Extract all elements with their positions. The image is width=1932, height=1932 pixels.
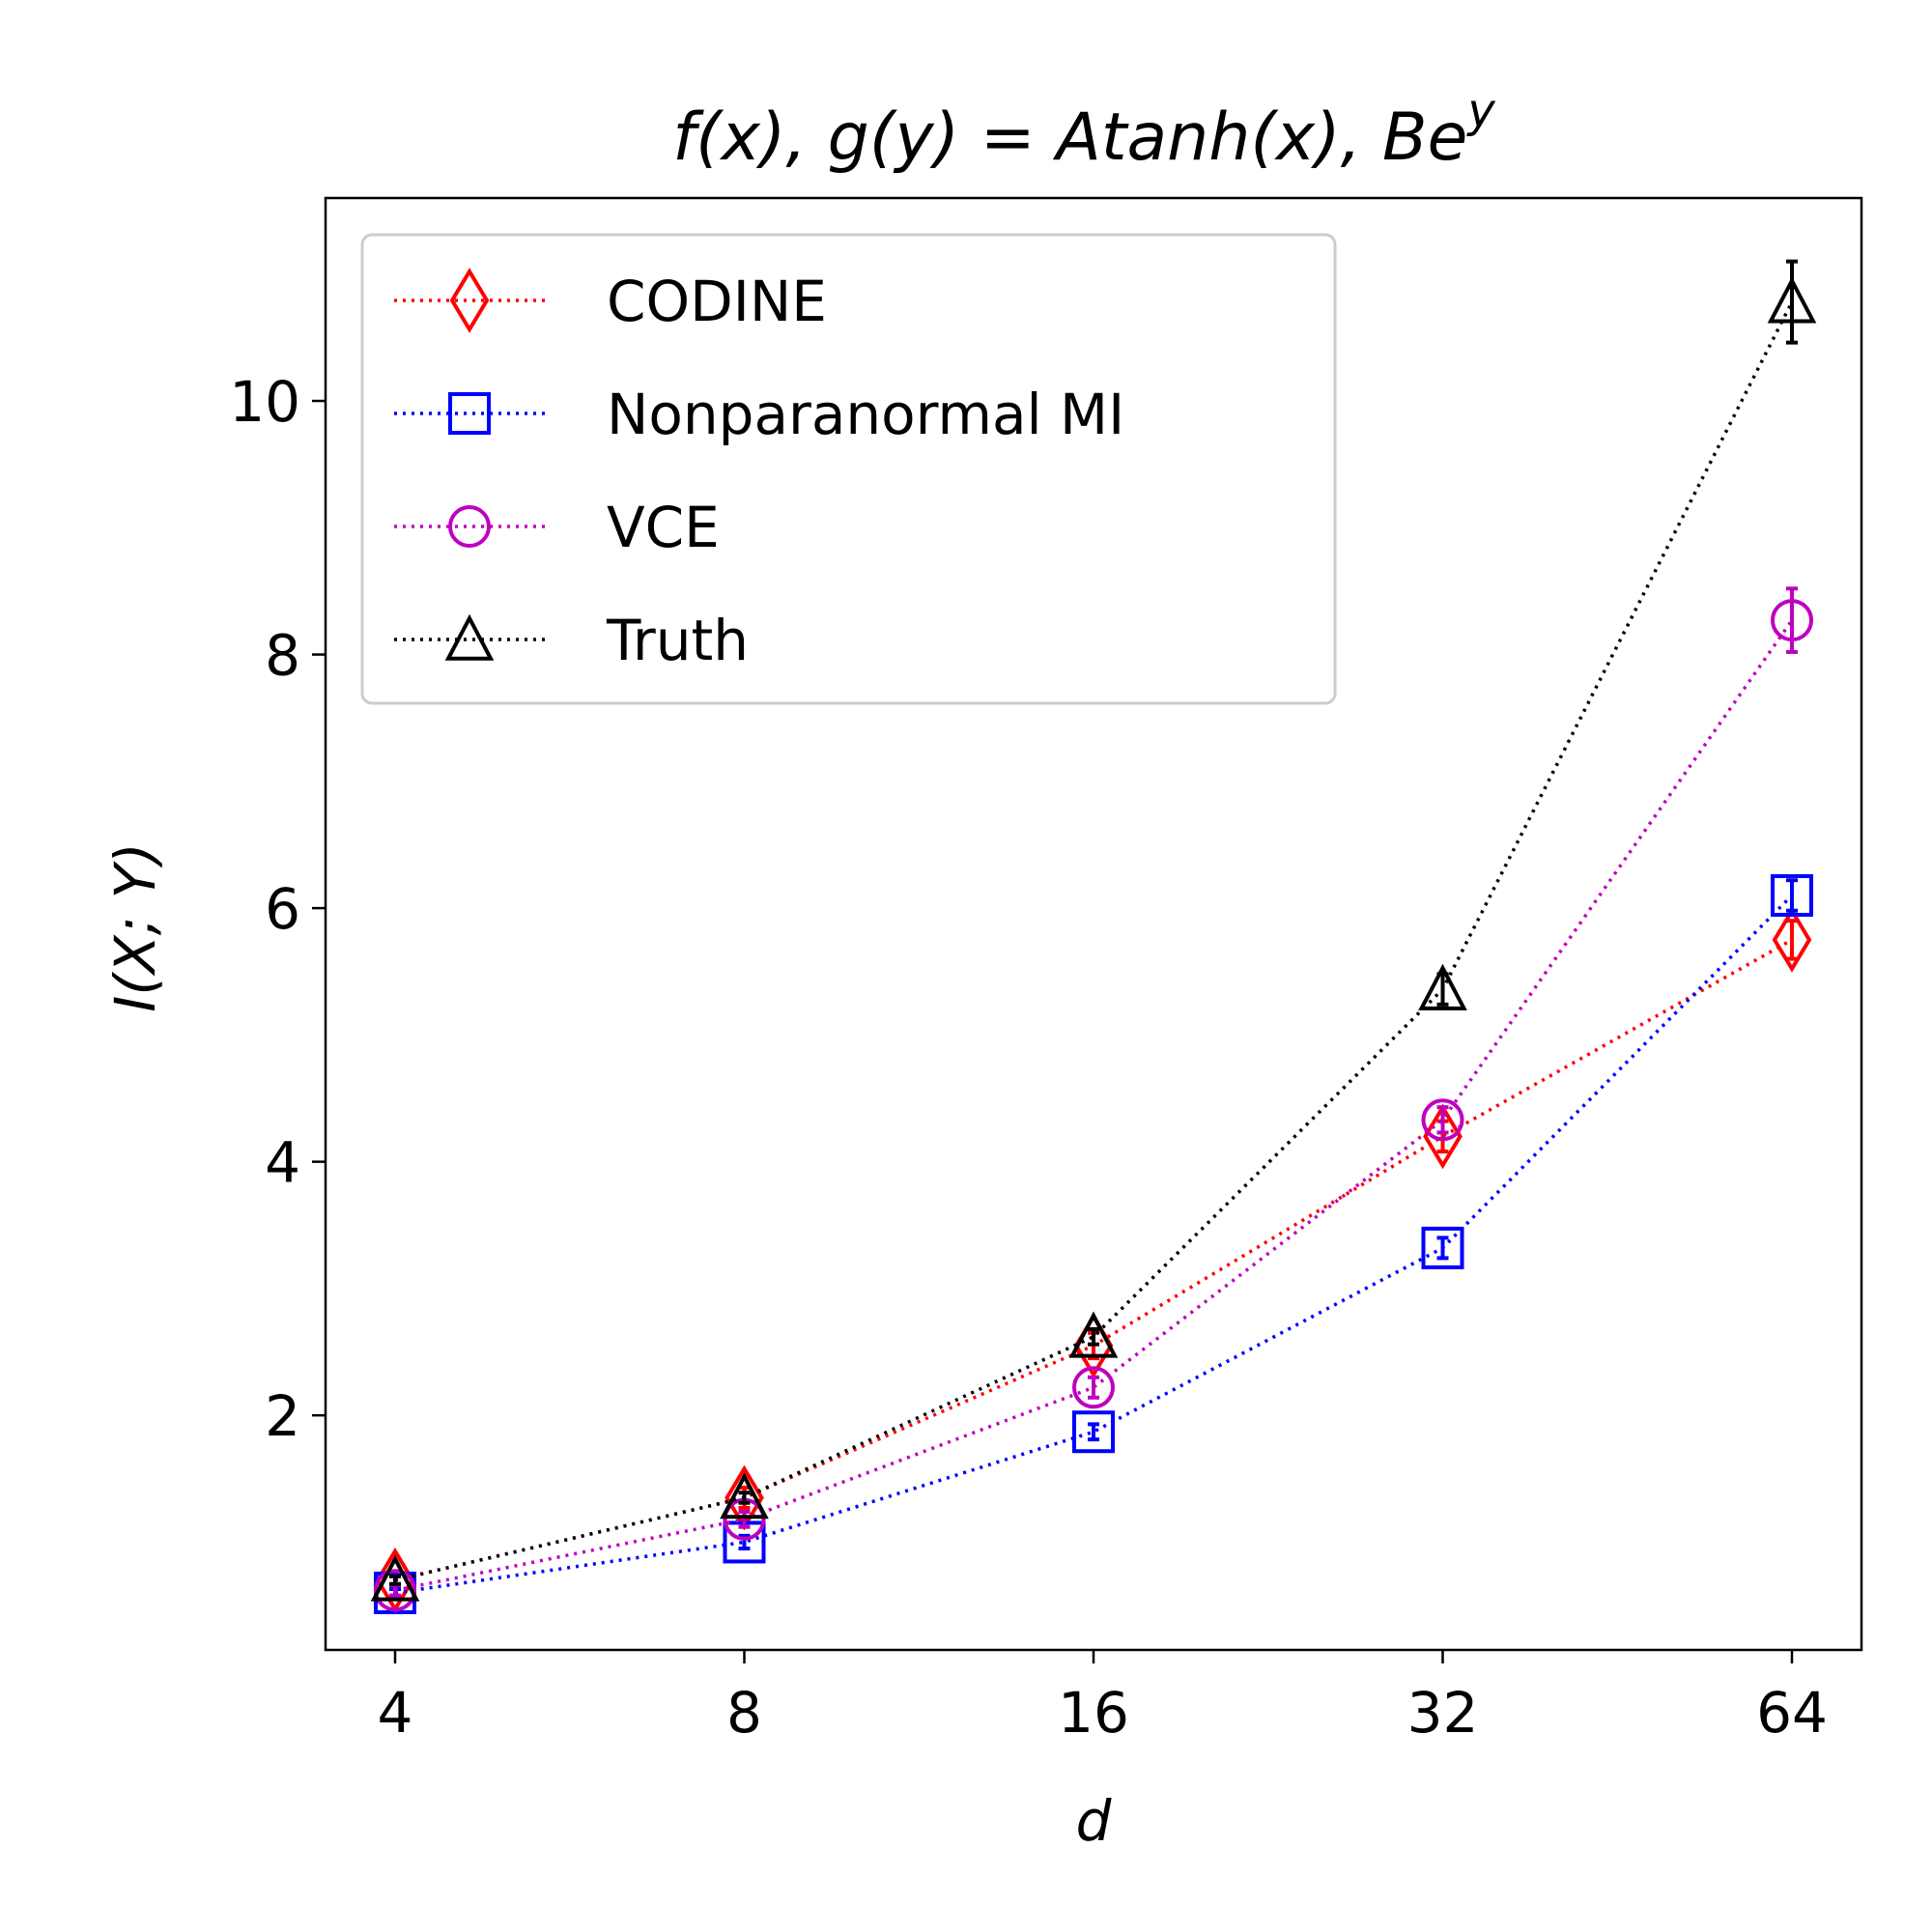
legend-entry: Truth xyxy=(394,608,749,673)
series-truth xyxy=(370,259,1817,1602)
data-point xyxy=(1767,276,1817,324)
x-axis-label: d xyxy=(1076,1788,1113,1854)
data-point xyxy=(1423,1103,1463,1170)
legend-marker xyxy=(448,392,491,435)
x-tick-label: 4 xyxy=(378,1680,413,1746)
legend-label: CODINE xyxy=(607,269,827,334)
series-line xyxy=(394,619,1794,1593)
legend-box xyxy=(360,233,1337,705)
chart-title-superscript: y xyxy=(1465,84,1495,138)
legend-entry: CODINE xyxy=(394,268,827,334)
data-point xyxy=(720,1472,769,1520)
data-point xyxy=(1771,873,1813,917)
data-point xyxy=(374,1569,416,1612)
x-tick-label: 32 xyxy=(1407,1680,1479,1746)
y-tick-label: 10 xyxy=(229,369,300,435)
series-vce xyxy=(374,586,1813,1612)
x-tick-label: 64 xyxy=(1756,1680,1828,1746)
legend-entry: Nonparanormal MI xyxy=(394,382,1124,447)
data-point xyxy=(1421,1098,1464,1142)
data-point xyxy=(1421,1226,1464,1269)
y-tick-label: 6 xyxy=(265,876,300,942)
data-point xyxy=(370,1554,420,1602)
y-tick-label: 4 xyxy=(265,1130,300,1196)
series-codine xyxy=(375,907,1812,1613)
y-tick-label: 2 xyxy=(265,1383,300,1449)
legend: CODINE Nonparanormal MI VCE Truth xyxy=(360,233,1337,705)
plot-area xyxy=(370,259,1817,1614)
data-point xyxy=(1418,963,1467,1010)
axes: 4 8 16 32 64 2 4 6 8 10 xyxy=(229,196,1863,1746)
legend-label: Truth xyxy=(606,608,749,673)
data-point xyxy=(1771,599,1813,642)
data-point xyxy=(1072,1410,1115,1454)
legend-label: VCE xyxy=(607,495,720,560)
chart-title: f(x), g(y) = Atanh(x), Bey xyxy=(672,84,1495,176)
legend-marker xyxy=(448,505,491,548)
data-point xyxy=(1068,1311,1119,1358)
y-tick-label: 8 xyxy=(265,623,300,689)
x-tick-label: 16 xyxy=(1058,1680,1129,1746)
series-line xyxy=(394,894,1794,1595)
series-line xyxy=(394,938,1793,1582)
data-point xyxy=(1072,1366,1115,1409)
legend-marker xyxy=(444,613,495,661)
x-tick-label: 8 xyxy=(726,1680,762,1746)
legend-marker xyxy=(449,268,490,333)
legend-label: Nonparanormal MI xyxy=(607,382,1124,447)
y-axis-label: I(X; Y) xyxy=(102,842,168,1012)
series-nonparanormal-mi xyxy=(374,873,1813,1614)
data-point xyxy=(1772,907,1812,973)
legend-entry: VCE xyxy=(394,495,720,560)
